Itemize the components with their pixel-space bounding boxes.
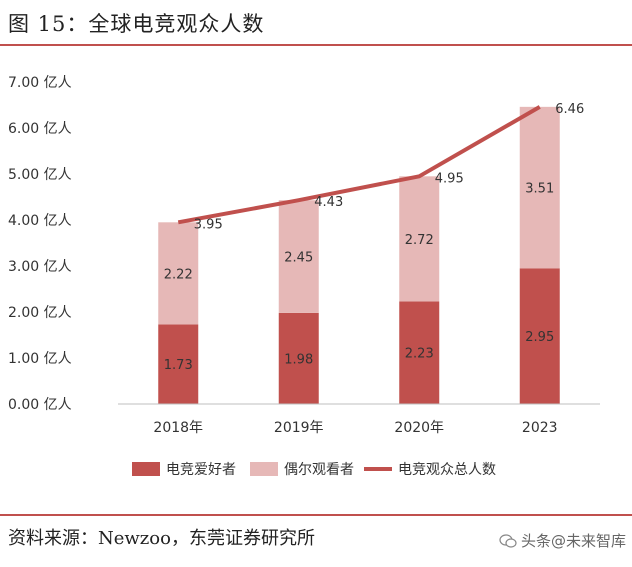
figure-header: 图 15：全球电竞观众人数 [0, 0, 632, 44]
y-tick-label: 4.00 亿人 [8, 213, 72, 229]
x-tick-label: 2018年 [153, 420, 203, 436]
x-tick-label: 2019年 [274, 420, 324, 436]
data-label-occasional: 3.51 [525, 182, 554, 197]
x-tick-label: 2020年 [394, 420, 444, 436]
x-axis: 2018年 2019年 2020年 2023 [118, 403, 600, 436]
data-label-enthusiasts: 2.23 [405, 347, 434, 362]
bar-enthusiasts [158, 324, 199, 404]
legend-swatch [250, 462, 278, 476]
legend-label: 偶尔观看者 [284, 462, 354, 478]
data-label-total: 4.95 [435, 171, 464, 186]
legend-label: 电竞观众总人数 [398, 461, 496, 478]
bar-enthusiasts [519, 268, 560, 404]
bar-occasional [158, 222, 199, 325]
bar-enthusiasts [399, 301, 440, 404]
bars: 1.73 2.22 1.98 2.45 2.23 2.72 2.95 3.51 [158, 106, 560, 404]
data-label-total: 3.95 [194, 217, 223, 232]
data-label-occasional: 2.22 [164, 267, 193, 282]
source-note: 资料来源：Newzoo，东莞证券研究所 [8, 528, 315, 549]
figure-title: 图 15：全球电竞观众人数 [8, 12, 265, 36]
watermark: 头条@未来智库 [499, 530, 626, 551]
legend-swatch [132, 462, 160, 476]
top-divider [0, 44, 632, 46]
y-tick-label: 1.00 亿人 [8, 351, 72, 367]
y-tick-label: 6.00 亿人 [8, 121, 72, 137]
y-tick-label: 5.00 亿人 [8, 167, 72, 183]
bottom-divider [0, 514, 632, 516]
data-label-total: 4.43 [314, 195, 343, 210]
data-label-enthusiasts: 1.73 [164, 358, 193, 373]
data-label-enthusiasts: 2.95 [525, 330, 554, 345]
data-label-enthusiasts: 1.98 [284, 352, 313, 367]
bar-occasional [519, 106, 560, 269]
y-tick-label: 3.00 亿人 [8, 259, 72, 275]
bar-occasional [399, 176, 440, 302]
bar-occasional [278, 200, 319, 313]
total-line-path [177, 105, 541, 225]
y-tick-label: 0.00 亿人 [8, 397, 72, 413]
y-axis: 0.00 亿人 1.00 亿人 2.00 亿人 3.00 亿人 4.00 亿人 5.00 … [8, 75, 72, 413]
legend-label: 电竞爱好者 [166, 461, 236, 478]
y-tick-label: 2.00 亿人 [8, 305, 72, 321]
wechat-icon [499, 533, 517, 548]
data-label-occasional: 2.72 [405, 233, 434, 248]
data-label-occasional: 2.45 [284, 251, 313, 266]
x-tick-label: 2023 [522, 420, 558, 436]
bar-enthusiasts [278, 312, 319, 404]
chart: 0.00 亿人 1.00 亿人 2.00 亿人 3.00 亿人 4.00 亿人 5.00 … [8, 75, 600, 478]
total-line: 3.95 4.43 4.95 6.46 [177, 102, 584, 232]
legend: 电竞爱好者 偶尔观看者 电竞观众总人数 [132, 461, 496, 478]
watermark-text: 头条@未来智库 [520, 532, 626, 550]
y-tick-label: 7.00 亿人 [8, 75, 72, 91]
data-label-total: 6.46 [555, 102, 584, 117]
